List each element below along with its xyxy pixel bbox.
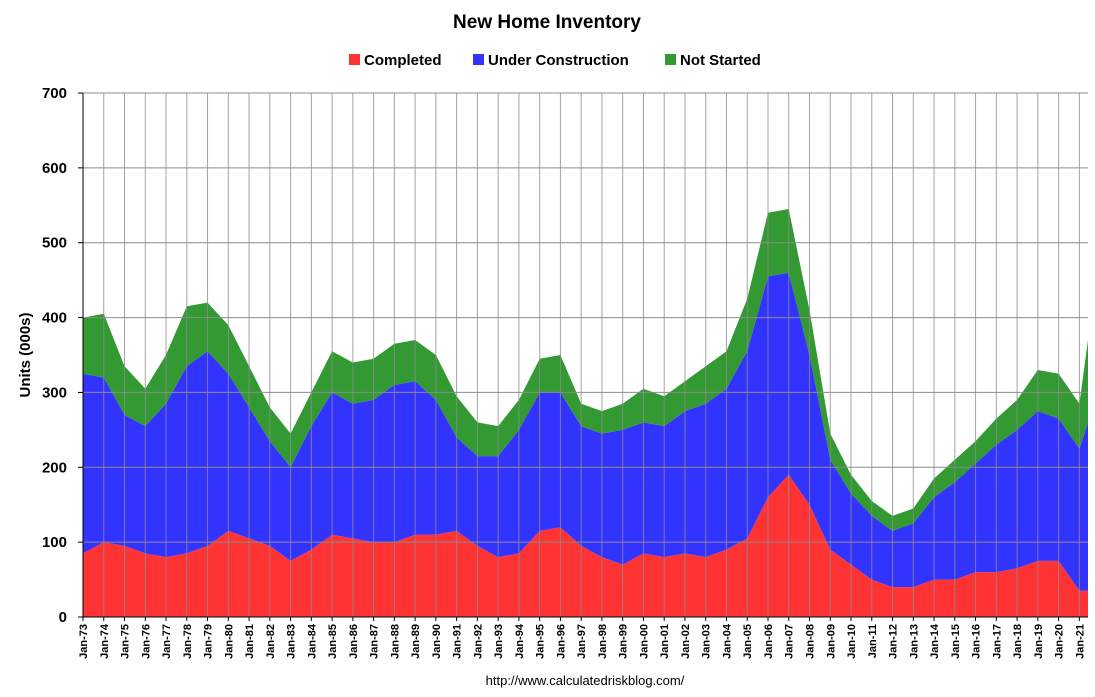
x-tick-labels: Jan-73 Jan-74 Jan-75 Jan-76 Jan-77 Jan-78 Jan-… (78, 617, 1086, 659)
x-tick-label: Jan-79 (203, 624, 215, 659)
x-tick-label: Jan-86 (348, 624, 360, 659)
x-tick-label: Jan-75 (120, 624, 132, 659)
legend-label-completed: Completed (364, 52, 442, 69)
x-tick-label: Jan-94 (514, 623, 526, 659)
x-tick-label: Jan-84 (306, 623, 318, 659)
x-tick-label: Jan-81 (244, 624, 256, 659)
x-tick-label: Jan-96 (555, 624, 567, 659)
y-tick-label: 0 (59, 609, 67, 626)
legend: Completed Under Construction Not Started (349, 52, 761, 69)
x-tick-label: Jan-03 (701, 624, 713, 659)
chart-title: New Home Inventory (453, 12, 641, 33)
x-tick-label: Jan-20 (1054, 624, 1066, 659)
x-tick-label: Jan-98 (597, 624, 609, 659)
x-tick-label: Jan-90 (431, 624, 443, 659)
x-tick-label: Jan-21 (1074, 624, 1086, 659)
x-tick-label: Jan-77 (161, 624, 173, 659)
x-tick-label: Jan-06 (763, 624, 775, 659)
x-tick-label: Jan-85 (327, 624, 339, 659)
x-tick-label: Jan-92 (472, 624, 484, 659)
x-tick-label: Jan-08 (805, 624, 817, 659)
x-tick-label: Jan-10 (846, 624, 858, 659)
x-tick-label: Jan-09 (825, 624, 837, 659)
legend-swatch-completed (349, 54, 360, 65)
x-tick-label: Jan-89 (410, 624, 422, 659)
x-tick-label: Jan-19 (1033, 624, 1045, 659)
area-completed (83, 474, 1088, 617)
legend-swatch-under-construction (473, 54, 484, 65)
area-not-started (83, 209, 1088, 531)
axes (82, 93, 1088, 618)
y-tick-label: 500 (42, 235, 67, 252)
x-tick-label: Jan-80 (223, 624, 235, 659)
x-tick-label: Jan-07 (784, 624, 796, 659)
x-tick-label: Jan-91 (452, 624, 464, 659)
x-tick-label: Jan-99 (618, 624, 630, 659)
area-under-construction (83, 272, 1088, 591)
x-tick-label: Jan-17 (991, 624, 1003, 659)
x-tick-label: Jan-16 (971, 624, 983, 659)
y-tick-label: 200 (42, 459, 67, 476)
x-tick-label: Jan-87 (369, 624, 381, 659)
y-tick-labels: 0 100 200 300 400 500 600 700 (42, 85, 83, 626)
x-tick-label: Jan-05 (742, 624, 754, 659)
x-tick-label: Jan-93 (493, 624, 505, 659)
x-tick-label: Jan-73 (78, 624, 90, 659)
y-tick-label: 300 (42, 384, 67, 401)
y-tick-label: 100 (42, 534, 67, 551)
x-tick-label: Jan-88 (389, 624, 401, 659)
x-tick-label: Jan-13 (908, 624, 920, 659)
stacked-areas (83, 209, 1088, 617)
x-tick-label: Jan-97 (576, 624, 588, 659)
gridlines (82, 92, 1088, 617)
source-url: http://www.calculatedriskblog.com/ (486, 673, 685, 688)
legend-swatch-not-started (665, 54, 676, 65)
y-tick-label: 400 (42, 310, 67, 327)
x-tick-label: Jan-83 (286, 624, 298, 659)
legend-label-under-construction: Under Construction (488, 52, 629, 69)
x-tick-label: Jan-04 (722, 623, 734, 659)
x-tick-label: Jan-76 (140, 624, 152, 659)
y-axis-label: Units (000s) (17, 312, 34, 397)
x-tick-label: Jan-74 (99, 623, 111, 659)
x-tick-label: Jan-01 (659, 624, 671, 659)
x-tick-label: Jan-82 (265, 624, 277, 659)
x-tick-label: Jan-11 (867, 624, 879, 658)
x-tick-label: Jan-18 (1012, 624, 1024, 659)
y-tick-label: 700 (42, 85, 67, 102)
x-tick-label: Jan-14 (929, 623, 941, 659)
legend-label-not-started: Not Started (680, 52, 761, 69)
x-tick-label: Jan-15 (950, 624, 962, 659)
x-tick-label: Jan-12 (888, 624, 900, 659)
x-tick-label: Jan-78 (182, 624, 194, 659)
y-tick-label: 600 (42, 160, 67, 177)
x-tick-label: Jan-95 (535, 624, 547, 659)
x-tick-label: Jan-00 (638, 624, 650, 659)
x-tick-label: Jan-02 (680, 624, 692, 659)
